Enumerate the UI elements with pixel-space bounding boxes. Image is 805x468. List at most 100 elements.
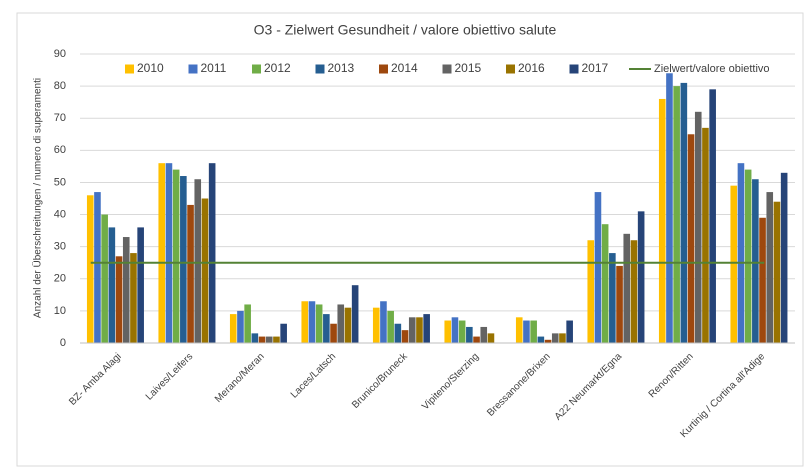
bar xyxy=(94,192,101,343)
bar xyxy=(473,336,480,343)
bar xyxy=(780,172,788,343)
bar xyxy=(122,237,130,343)
bar xyxy=(680,82,688,344)
legend-label: Zielwert/valore obiettivo xyxy=(654,63,770,75)
bar xyxy=(637,211,645,343)
bar xyxy=(387,310,394,343)
y-tick-label: 50 xyxy=(54,176,66,188)
bar xyxy=(372,307,380,343)
bar xyxy=(201,198,209,343)
bar xyxy=(423,314,430,343)
bar xyxy=(773,201,781,343)
bar xyxy=(265,336,273,343)
y-tick-label: 70 xyxy=(54,112,66,124)
bar xyxy=(344,307,352,343)
bar xyxy=(244,304,251,343)
bar xyxy=(658,98,666,343)
bar xyxy=(86,195,94,343)
legend-swatch xyxy=(125,64,134,74)
bar xyxy=(587,240,595,343)
bar xyxy=(551,333,559,343)
bar xyxy=(108,227,116,343)
bar xyxy=(730,185,738,343)
bar xyxy=(323,314,330,343)
bar xyxy=(158,163,166,343)
bar xyxy=(444,320,452,343)
bar xyxy=(330,323,337,343)
legend-label: 2010 xyxy=(137,61,164,75)
bar xyxy=(130,253,137,343)
y-tick-label: 60 xyxy=(54,144,66,156)
bar xyxy=(702,127,709,343)
bar xyxy=(101,214,108,343)
bar xyxy=(609,253,616,343)
bar xyxy=(137,227,144,343)
legend-swatch xyxy=(569,64,579,74)
bar xyxy=(594,192,602,343)
bar xyxy=(187,204,194,343)
bar xyxy=(687,134,695,343)
bar xyxy=(280,323,287,343)
bar xyxy=(408,317,416,343)
bar xyxy=(601,224,609,343)
bar xyxy=(172,169,180,343)
bar xyxy=(480,326,488,343)
legend-label: 2016 xyxy=(518,61,545,75)
bar xyxy=(194,179,202,343)
bar xyxy=(694,111,702,343)
bar xyxy=(416,317,423,343)
bar xyxy=(673,86,680,343)
y-tick-label: 40 xyxy=(54,208,66,220)
legend-swatch xyxy=(188,64,198,74)
legend-swatch xyxy=(379,64,388,74)
bar xyxy=(744,169,752,343)
bar xyxy=(380,301,387,343)
bar xyxy=(165,163,173,343)
y-axis-label: Anzahl der Überschreitungen / numero di … xyxy=(32,78,44,318)
legend-label: 2013 xyxy=(328,61,355,75)
legend-label: 2014 xyxy=(391,61,418,75)
bar xyxy=(766,192,774,343)
bar xyxy=(752,179,759,343)
y-tick-label: 0 xyxy=(60,337,66,349)
y-tick-label: 90 xyxy=(54,48,66,60)
bar xyxy=(709,89,716,343)
bar xyxy=(537,336,545,343)
bar xyxy=(229,314,237,343)
bar xyxy=(487,333,495,343)
y-tick-label: 20 xyxy=(54,273,66,285)
bar xyxy=(666,73,673,344)
bar xyxy=(273,336,280,343)
bar xyxy=(559,333,566,343)
bar xyxy=(759,217,766,343)
y-tick-label: 10 xyxy=(54,305,66,317)
bar xyxy=(515,317,523,343)
bar xyxy=(630,240,638,343)
y-tick-label: 80 xyxy=(54,80,66,92)
bar xyxy=(401,330,409,343)
bar xyxy=(308,301,316,343)
legend-label: 2012 xyxy=(264,61,291,75)
bar xyxy=(616,265,623,343)
legend-swatch xyxy=(252,64,261,74)
bar xyxy=(180,176,187,343)
legend-label: 2011 xyxy=(201,61,227,75)
bar xyxy=(258,336,266,343)
bar xyxy=(530,320,537,343)
bar xyxy=(337,304,345,343)
bar xyxy=(394,323,402,343)
y-tick-label: 30 xyxy=(54,241,66,253)
bar xyxy=(301,301,309,343)
bar xyxy=(466,326,473,343)
bar xyxy=(237,310,244,343)
legend-swatch xyxy=(442,64,452,74)
legend-swatch xyxy=(315,64,325,74)
bar xyxy=(351,285,359,343)
bar xyxy=(523,320,530,343)
bar xyxy=(451,317,459,343)
bar xyxy=(544,339,552,343)
bar xyxy=(115,256,123,343)
bar xyxy=(623,233,631,343)
